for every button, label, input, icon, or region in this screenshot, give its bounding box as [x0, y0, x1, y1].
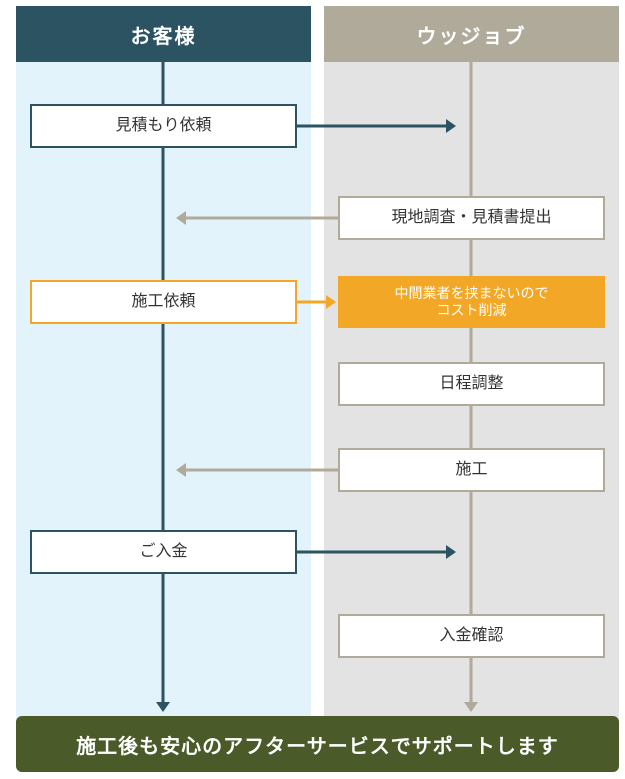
box-construction-request: 施工依頼	[30, 280, 297, 324]
column-customer-header: お客様	[16, 6, 311, 62]
box-payment-confirm: 入金確認	[338, 614, 605, 658]
box-construction: 施工	[338, 448, 605, 492]
box-estimate-request: 見積もり依頼	[30, 104, 297, 148]
process-flow-diagram: お客様 ウッジョブ 見積もり依頼現地調査・見積書提出施工依頼中間業者を挟まないの…	[0, 0, 625, 779]
box-survey-quote: 現地調査・見積書提出	[338, 196, 605, 240]
box-scheduling: 日程調整	[338, 362, 605, 406]
column-customer-title: お客様	[131, 20, 197, 49]
box-payment: ご入金	[30, 530, 297, 574]
footer-aftercare: 施工後も安心のアフターサービスでサポートします	[16, 716, 619, 772]
footer-aftercare-text: 施工後も安心のアフターサービスでサポートします	[76, 730, 559, 759]
box-cost-reduction: 中間業者を挟まないので コスト削減	[338, 276, 605, 328]
column-woodjob-title: ウッジョブ	[417, 20, 527, 49]
column-woodjob-header: ウッジョブ	[324, 6, 619, 62]
